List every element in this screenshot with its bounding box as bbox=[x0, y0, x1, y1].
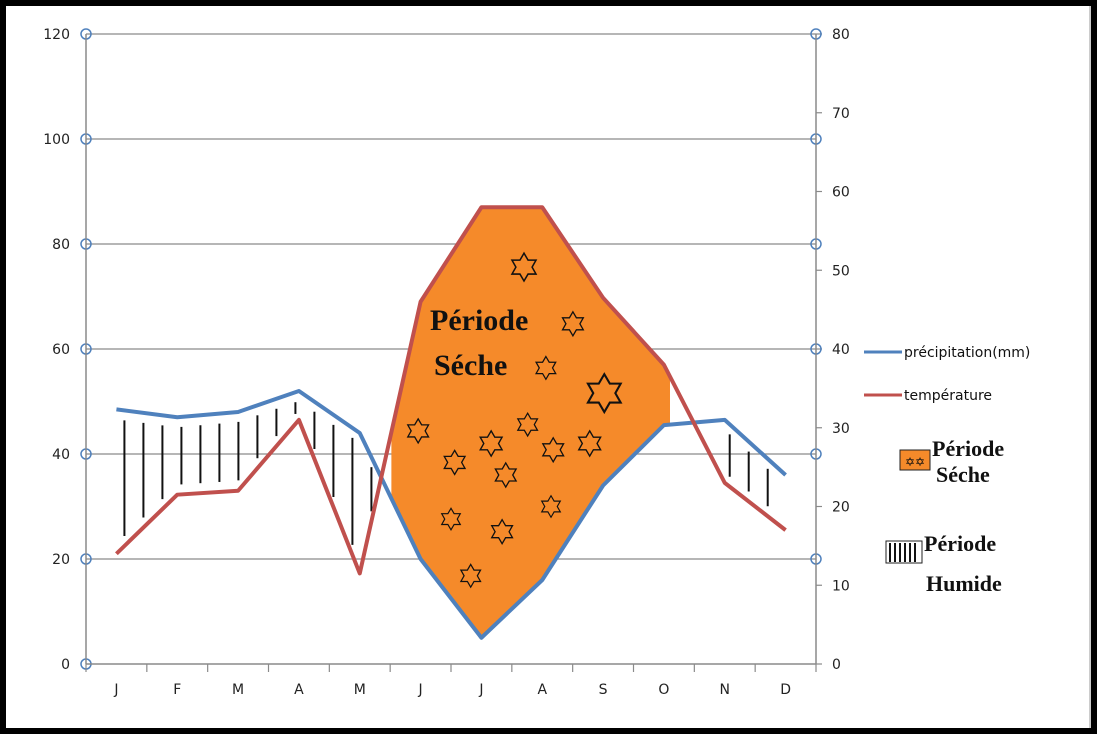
chart-frame: 0 20 40 60 80 100 120 0 10 20 30 40 50 60 70 80 J F M A M J J A… bbox=[6, 6, 1091, 728]
legend-wet-line2: Humide bbox=[926, 571, 1002, 596]
x-tick-label: N bbox=[720, 682, 730, 698]
dry-period-annotation-line1: Période bbox=[430, 304, 528, 337]
legend-dry-line1: Période bbox=[932, 436, 1004, 461]
tick-labels: 0 20 40 60 80 100 120 0 10 20 30 40 50 60 70 80 J F M A M J J A… bbox=[43, 27, 850, 698]
y-left-tick-label: 60 bbox=[52, 342, 70, 358]
legend-dry-line2: Séche bbox=[936, 462, 990, 487]
y-right-tick-label: 30 bbox=[832, 421, 850, 437]
x-tick-label: O bbox=[658, 682, 669, 698]
y-right-tick-label: 70 bbox=[832, 106, 850, 122]
x-tick-label: J bbox=[418, 682, 423, 698]
wet-period-hatch bbox=[123, 402, 769, 545]
y-right-tick-label: 10 bbox=[832, 578, 850, 594]
axes bbox=[80, 28, 822, 672]
x-tick-label: F bbox=[173, 682, 181, 698]
y-right-tick-label: 50 bbox=[832, 263, 850, 279]
legend: précipitation(mm) température ✡✡ Période… bbox=[864, 345, 1030, 596]
x-tick-label: S bbox=[599, 682, 608, 698]
y-left-tick-label: 120 bbox=[43, 27, 70, 43]
temperature-line bbox=[115, 205, 787, 576]
y-left-tick-label: 0 bbox=[61, 657, 70, 673]
x-tick-label: A bbox=[537, 682, 547, 698]
y-left-tick-label: 100 bbox=[43, 132, 70, 148]
legend-swatch-dry-glyph: ✡✡ bbox=[905, 455, 925, 469]
climate-chart: 0 20 40 60 80 100 120 0 10 20 30 40 50 60 70 80 J F M A M J J A… bbox=[43, 27, 1030, 698]
precipitation-line bbox=[116, 389, 787, 640]
x-tick-label: J bbox=[113, 682, 118, 698]
dry-period-area bbox=[391, 207, 670, 638]
x-tick-label: J bbox=[478, 682, 483, 698]
y-right-tick-label: 0 bbox=[832, 657, 841, 673]
x-tick-label: M bbox=[232, 682, 244, 698]
legend-swatch-wet bbox=[885, 540, 923, 564]
y-right-tick-label: 60 bbox=[832, 185, 850, 201]
y-left-tick-label: 80 bbox=[52, 237, 70, 253]
x-tick-label: D bbox=[780, 682, 791, 698]
x-tick-label: A bbox=[294, 682, 304, 698]
y-left-tick-label: 20 bbox=[52, 552, 70, 568]
legend-swatch-dry bbox=[899, 449, 931, 471]
y-right-tick-label: 40 bbox=[832, 342, 850, 358]
legend-label-precipitation: précipitation(mm) bbox=[904, 345, 1030, 361]
dry-period-annotation-line2: Séche bbox=[434, 349, 507, 382]
y-right-tick-label: 80 bbox=[832, 27, 850, 43]
dry-area-polygon bbox=[391, 207, 670, 638]
y-right-tick-label: 20 bbox=[832, 500, 850, 516]
legend-label-temperature: température bbox=[904, 388, 992, 404]
x-tick-label: M bbox=[354, 682, 366, 698]
series-lines bbox=[115, 205, 787, 640]
y-left-tick-label: 40 bbox=[52, 447, 70, 463]
legend-wet-line1: Période bbox=[924, 531, 996, 556]
